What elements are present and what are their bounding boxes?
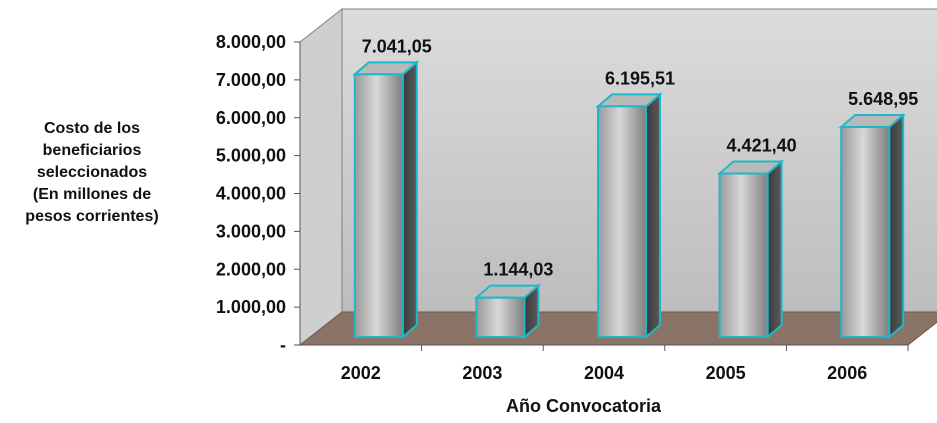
y-tick-label: 1.000,00 (216, 297, 286, 317)
data-label: 1.144,03 (483, 260, 553, 280)
bar (716, 159, 785, 340)
data-label: 7.041,05 (362, 36, 432, 56)
y-tick-label: 7.000,00 (216, 70, 286, 90)
y-tick-label: 6.000,00 (216, 108, 286, 128)
side-wall (299, 7, 343, 347)
data-label: 4.421,40 (727, 136, 797, 156)
bar (352, 60, 420, 340)
x-tick-label: 2003 (462, 363, 502, 383)
y-tick-label: 2.000,00 (216, 259, 286, 279)
x-tick-label: 2006 (827, 363, 867, 383)
bar (838, 112, 906, 340)
bar (473, 283, 542, 340)
data-labels: 7.041,05 1.144,03 6.195,51 4.421,40 5.648,95 (362, 36, 918, 279)
y-axis-label: Costo de los beneficiarios seleccionados… (25, 120, 159, 225)
y-tick-label: 4.000,00 (216, 184, 286, 204)
y-tick-label: 3.000,00 (216, 221, 286, 241)
y-tick-label: - (280, 335, 286, 355)
bar-side (888, 112, 905, 340)
bar-front (475, 296, 526, 338)
x-tick-label: 2005 (706, 363, 746, 383)
x-axis-label: Año Convocatoria (505, 396, 661, 416)
bar-front (353, 73, 404, 339)
bar-side (401, 60, 418, 340)
y-tick-label: 8.000,00 (216, 32, 286, 52)
bar-side (645, 92, 661, 340)
bar-front (840, 126, 891, 338)
axes: - 1.000,00 2.000,00 3.000,00 4.000,00 5.000,0… (216, 32, 909, 383)
x-tick-label: 2002 (341, 363, 381, 383)
y-tick-label: 5.000,00 (216, 146, 286, 166)
bar (595, 92, 663, 340)
x-tick-label: 2004 (584, 363, 624, 383)
data-label: 5.648,95 (848, 89, 918, 109)
bars (352, 60, 906, 340)
bar-side (766, 159, 783, 340)
bar-front (597, 105, 647, 338)
bar-front (718, 172, 769, 338)
data-label: 6.195,51 (605, 68, 675, 88)
